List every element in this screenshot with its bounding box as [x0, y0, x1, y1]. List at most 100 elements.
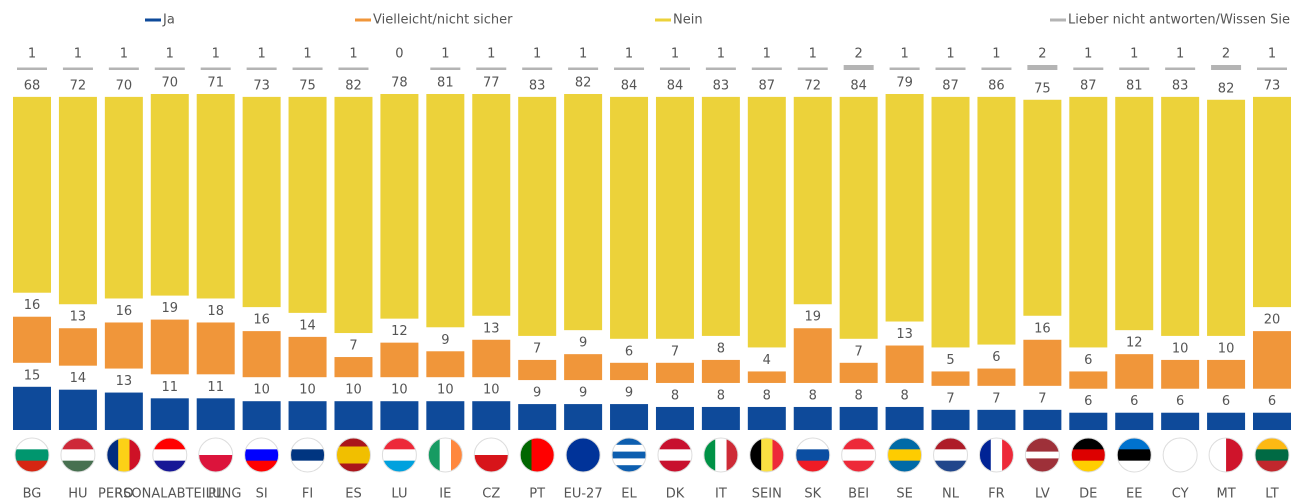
flag-stripe: [60, 449, 95, 462]
bar-segment: [564, 354, 603, 381]
value-label: 71: [207, 76, 224, 91]
value-label: 1: [579, 47, 587, 62]
bar-segment: [242, 401, 281, 430]
flag-stripe: [933, 460, 968, 472]
value-label: 16: [253, 313, 270, 328]
bar-segment: [1023, 99, 1062, 316]
value-label: 9: [579, 386, 587, 401]
bar-segment: [426, 401, 465, 430]
flag-stripe: [715, 438, 728, 472]
x-tick-label: EL: [621, 487, 637, 502]
value-label: 7: [349, 339, 357, 354]
flag-border: [473, 437, 509, 473]
flag-stripe: [795, 438, 830, 450]
value-label: 13: [483, 321, 500, 336]
bar-segment: [885, 406, 924, 430]
value-label: 8: [855, 388, 863, 403]
bar-segment: [58, 96, 97, 305]
x-tick-label: RO: [114, 487, 133, 502]
bar-segment: [797, 67, 828, 70]
bar-segment: [701, 96, 740, 336]
bar-segment: [426, 94, 465, 328]
value-label: 84: [850, 78, 867, 93]
value-label: 1: [441, 47, 449, 62]
bar-segment: [747, 406, 786, 430]
value-label: 8: [717, 341, 725, 356]
flag-stripe: [290, 449, 325, 462]
flag-stripe: [336, 463, 371, 472]
flag-border: [335, 437, 371, 473]
bar-segment: [200, 67, 231, 70]
flag-stripe: [795, 449, 830, 462]
value-label: 6: [1084, 353, 1092, 368]
value-label: 19: [804, 310, 821, 325]
bar-segment: [1257, 67, 1287, 70]
bar-segment: [104, 392, 143, 430]
flag-stripe: [1071, 460, 1106, 472]
flag-border: [703, 437, 739, 473]
flag-stripe: [474, 438, 509, 456]
bar-segment: [793, 96, 832, 305]
flag-stripe: [726, 438, 738, 472]
flag: [1209, 438, 1244, 472]
bar-segment: [1211, 65, 1242, 70]
flag-border: [749, 437, 785, 473]
value-label: 10: [437, 383, 454, 398]
flag-stripe: [290, 460, 325, 472]
value-label: 10: [391, 383, 408, 398]
bar-segment: [1207, 412, 1246, 430]
value-label: 84: [621, 78, 638, 93]
x-tick-label: BG: [23, 487, 42, 502]
value-label: 18: [207, 304, 224, 319]
flag-stripe: [657, 460, 692, 472]
value-label: 11: [162, 380, 179, 395]
flag-stripe: [15, 460, 49, 472]
bar-segment: [1069, 371, 1108, 389]
value-label: 83: [713, 78, 730, 93]
bar-segment: [334, 357, 373, 378]
value-label: 1: [1084, 47, 1092, 62]
bar-segment: [610, 96, 649, 339]
x-tick-label: FR: [988, 487, 1005, 502]
bar-segment: [701, 359, 740, 383]
value-label: 8: [717, 388, 725, 403]
bar-segment: [288, 96, 327, 313]
bar-segment: [885, 94, 924, 322]
flag: [749, 438, 784, 472]
bar-segment: [108, 67, 139, 70]
value-label: 16: [1034, 321, 1051, 336]
x-tick-label: IE: [439, 487, 451, 502]
value-label: 2: [1038, 47, 1046, 62]
value-label: 1: [1268, 47, 1276, 62]
value-label: 16: [116, 304, 133, 319]
x-tick-label: ES: [345, 487, 361, 502]
value-label: 2: [855, 47, 863, 62]
flag-border: [244, 437, 280, 473]
flag-stripe: [15, 438, 49, 450]
bar-segment: [1023, 409, 1062, 430]
flag-stripe: [439, 438, 452, 472]
value-label: 9: [579, 336, 587, 351]
value-label: 1: [992, 47, 1000, 62]
flag-stripe: [60, 460, 95, 472]
flag-stripe: [887, 449, 922, 462]
flag-stripe: [841, 438, 876, 450]
flag-stripe: [612, 458, 647, 466]
bar-segment: [564, 94, 603, 331]
bar-segment: [747, 371, 786, 383]
value-label: 13: [896, 327, 913, 342]
legend-label: Lieber nicht antworten/Wissen Sie nicht: [1068, 13, 1294, 28]
flag-stripe: [520, 438, 533, 472]
bar-segment: [1253, 96, 1291, 308]
x-tick-label: EE: [1126, 487, 1142, 502]
flag: [336, 438, 371, 472]
bar-segment: [793, 328, 832, 383]
value-label: 10: [299, 383, 316, 398]
value-label: 8: [763, 388, 771, 403]
x-tick-label: LU: [391, 487, 407, 502]
flag-border: [1116, 437, 1152, 473]
bar-segment: [1027, 65, 1058, 70]
flag-stripe: [152, 438, 187, 450]
flag: [152, 438, 187, 472]
